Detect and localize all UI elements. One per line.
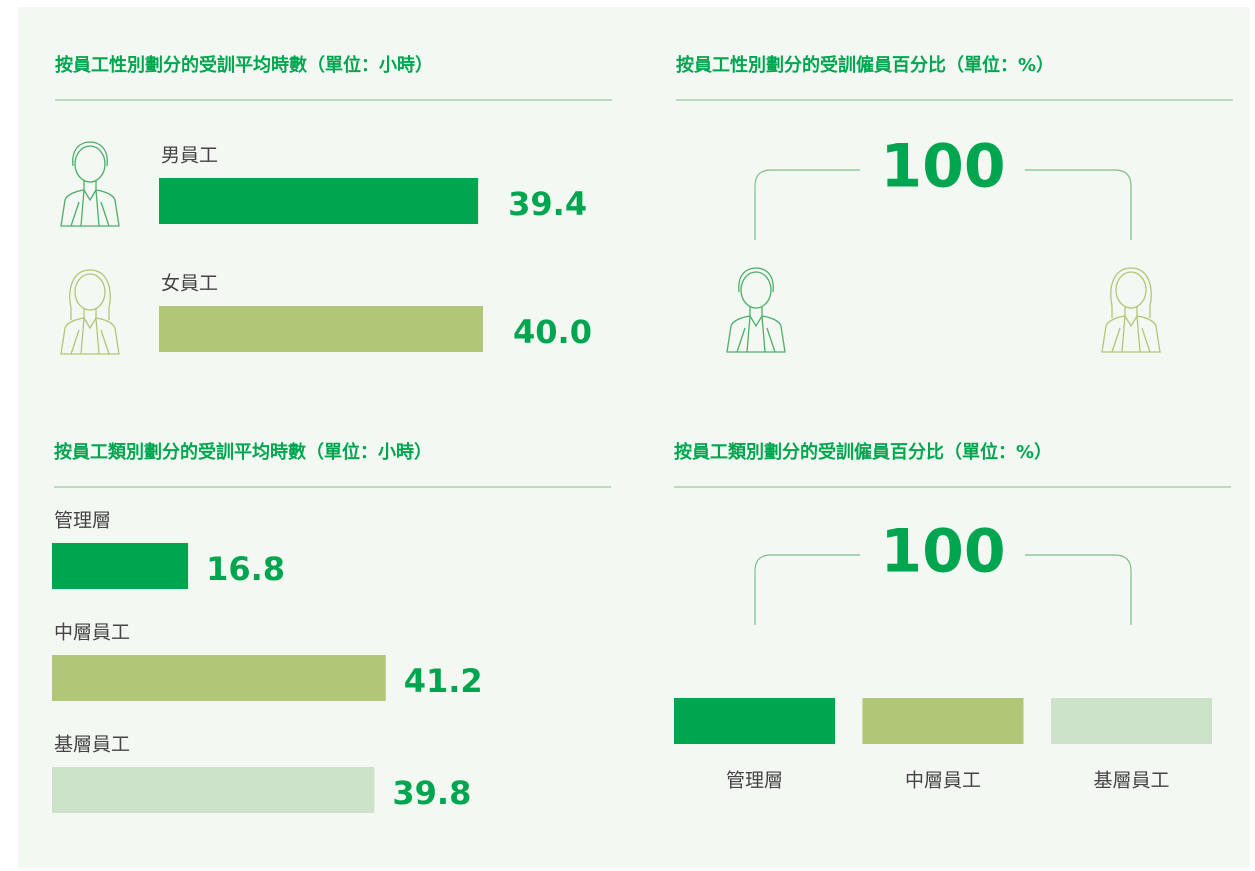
value-label: 39.8 (392, 774, 471, 812)
icon-body (60, 317, 120, 355)
icon-neck (83, 309, 97, 318)
icon-body (726, 315, 786, 353)
icon-neck (83, 181, 97, 190)
icon-head (74, 145, 106, 183)
male-icon (726, 267, 786, 353)
panel-title: 按員工類別劃分的受訓僱員百分比（單位：%） (674, 441, 1052, 463)
value-label: 40.0 (513, 313, 592, 351)
bracket (754, 169, 1132, 240)
category-block (1051, 698, 1212, 744)
background (18, 7, 1250, 868)
icon-hair (1110, 267, 1152, 318)
bar-label: 女員工 (161, 273, 218, 295)
bar-label: 管理層 (54, 510, 111, 532)
panel-title: 按員工性別劃分的受訓僱員百分比（單位：%） (676, 54, 1054, 76)
bar (52, 655, 386, 701)
icon-hair (72, 141, 108, 167)
icon-neck (1124, 307, 1138, 316)
category-block (674, 698, 835, 744)
panel-title: 按員工性別劃分的受訓平均時數（單位：小時） (55, 54, 433, 76)
value-label: 41.2 (404, 662, 483, 700)
total-value: 100 (880, 517, 1005, 587)
icon-hair (738, 267, 774, 293)
female-icon (1101, 267, 1161, 353)
category-label: 中層員工 (905, 770, 981, 792)
category-block (862, 698, 1024, 744)
total-value: 100 (880, 132, 1005, 202)
bar-label: 男員工 (161, 145, 218, 167)
bar-label: 基層員工 (54, 734, 130, 756)
icon-head (1115, 271, 1147, 309)
bar (159, 306, 483, 352)
icon-head (740, 271, 772, 309)
bar (52, 543, 189, 589)
icon-body (60, 189, 120, 227)
icon-hair (69, 269, 111, 320)
category-label: 基層員工 (1093, 770, 1169, 792)
bracket (754, 554, 1132, 625)
category-label: 管理層 (726, 770, 783, 792)
icon-head (74, 273, 106, 311)
bar-label: 中層員工 (54, 622, 130, 644)
bar (159, 178, 479, 224)
value-label: 16.8 (206, 550, 285, 588)
female-icon (60, 269, 120, 355)
value-label: 39.4 (508, 185, 587, 223)
icon-neck (749, 307, 763, 316)
panel-title: 按員工類別劃分的受訓平均時數（單位：小時） (54, 441, 432, 463)
male-icon (60, 141, 120, 227)
bar (52, 767, 375, 813)
icon-body (1101, 315, 1161, 353)
